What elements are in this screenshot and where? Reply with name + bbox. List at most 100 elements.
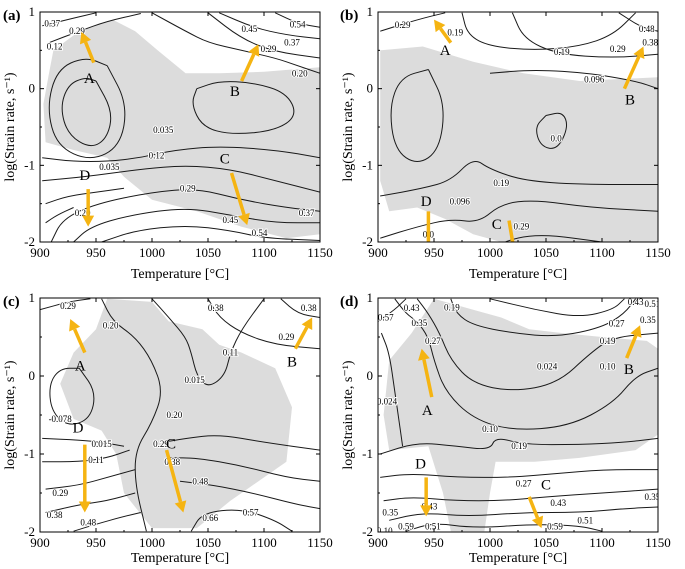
- contour-line: [219, 12, 320, 40]
- contour-line: [61, 77, 112, 147]
- trend-arrow: [164, 449, 183, 503]
- contour-label: 0.024: [537, 362, 558, 372]
- x-tick-label: 950: [86, 245, 106, 260]
- trend-arrow: [293, 326, 309, 350]
- x-tick-label: 900: [368, 245, 388, 260]
- x-tick-label: 1050: [195, 245, 221, 260]
- contour-line: [40, 298, 91, 311]
- contour-line: [151, 298, 265, 386]
- contour-line: [45, 492, 136, 513]
- x-tick-label: 1100: [251, 245, 277, 260]
- contour-line: [380, 12, 446, 32]
- x-tick-label: 900: [30, 535, 50, 550]
- contour-line: [42, 165, 320, 193]
- contour-label: 0.48: [80, 518, 96, 528]
- plot-area: 0.29 0.20 0.38 0.38 0.29 0.11 0.015 0.20 -0.078 0…: [40, 298, 320, 532]
- contour-label: 0.66: [202, 513, 218, 523]
- contour-line: [49, 367, 95, 425]
- contour-label: 0.29: [514, 222, 530, 232]
- x-tick-label: 1000: [477, 245, 503, 260]
- region-label: D: [415, 457, 426, 473]
- contour-label: 0.29: [153, 439, 169, 449]
- contour-label: 0.51: [425, 522, 441, 532]
- contour-label: 0.38: [47, 510, 63, 520]
- contour-label: 0.29: [60, 301, 76, 311]
- panel-label: (d): [340, 294, 358, 310]
- contour-label: 0.35: [645, 492, 661, 502]
- contour-label: 0.19: [600, 336, 616, 346]
- x-tick-label: 1100: [589, 245, 615, 260]
- contour-label: 0.096: [584, 75, 605, 85]
- contour-label: 0.45: [242, 24, 258, 34]
- panel-b: 0.29 0.19 0.48 0.38 0.19 0.29 0.096 0.0 0.19 0.09…: [340, 4, 671, 282]
- region-label: A: [422, 403, 433, 419]
- arrow-head: [418, 348, 430, 361]
- contour-label: 0.12: [149, 150, 165, 160]
- y-tick-label: -2: [24, 234, 35, 249]
- contour-line: [101, 298, 161, 532]
- region-label: C: [166, 436, 176, 452]
- panel-label: (a): [3, 8, 21, 24]
- contour-label: 0.10: [377, 526, 393, 536]
- contour-label: 0.59: [547, 522, 563, 532]
- contour-line: [394, 298, 658, 430]
- region-label: A: [440, 43, 451, 59]
- contour-label: 0.57: [378, 313, 394, 323]
- arrow-head: [301, 317, 313, 331]
- x-tick-label: 950: [424, 245, 444, 260]
- region-label: D: [79, 168, 90, 184]
- contour-label: 0.51: [577, 515, 593, 525]
- region-label: B: [287, 354, 297, 370]
- contour-label: 0.51: [645, 299, 661, 309]
- contour-label: 0.29: [395, 20, 411, 30]
- contour-line: [73, 512, 141, 532]
- trend-arrow: [73, 328, 87, 354]
- contour-line: [389, 506, 658, 521]
- contour-line: [489, 69, 658, 90]
- arrow-head: [630, 325, 642, 338]
- contour-line: [536, 112, 568, 149]
- contour-label: 0.19: [511, 441, 527, 451]
- contour-label: 0.27: [609, 319, 625, 329]
- contour-label: 0.19: [554, 47, 570, 57]
- arrow-head: [633, 46, 645, 59]
- y-tick-label: 0: [367, 81, 374, 96]
- contour-line: [45, 207, 74, 224]
- trend-arrow: [439, 27, 453, 44]
- contour-line: [45, 469, 136, 490]
- contour-label: 0.54: [252, 228, 268, 238]
- region-label: C: [541, 478, 551, 494]
- x-tick-label: 1150: [307, 245, 333, 260]
- contour-label: 0.015: [184, 375, 205, 385]
- region-label: A: [84, 71, 95, 87]
- contour-label: 0.54: [290, 19, 306, 29]
- contour-label: 0.0: [550, 134, 562, 144]
- contour-line: [179, 480, 320, 510]
- x-tick-label: 1000: [139, 245, 165, 260]
- contour-line: [192, 81, 295, 134]
- contour-label: 0.37: [284, 38, 300, 48]
- contour-label: 0.37: [44, 19, 60, 29]
- contour-line: [168, 457, 320, 482]
- trend-arrow: [83, 41, 96, 64]
- contour-line: [42, 437, 125, 447]
- contour-label: 0.19: [447, 28, 463, 38]
- arrow-head: [174, 500, 187, 513]
- contour-label: 0.10: [600, 362, 616, 372]
- contour-line: [416, 298, 658, 391]
- contour-label: 0.37: [299, 208, 315, 218]
- contour-line: [511, 12, 658, 58]
- contour-line: [380, 200, 658, 239]
- contour-line: [504, 235, 606, 242]
- region-label: D: [421, 194, 432, 210]
- contour-label: 0.024: [377, 397, 398, 407]
- panel-d: 0.570.430.350.190.270.43 0.510.350.270.19…: [340, 290, 671, 566]
- panel-label: (c): [3, 294, 20, 310]
- contour-label: 0.12: [47, 42, 63, 52]
- contour-line: [380, 332, 404, 447]
- contour-label: 0.45: [223, 215, 239, 225]
- trend-arrow: [229, 172, 246, 216]
- contour-line: [489, 298, 625, 317]
- arrow-head: [248, 44, 260, 57]
